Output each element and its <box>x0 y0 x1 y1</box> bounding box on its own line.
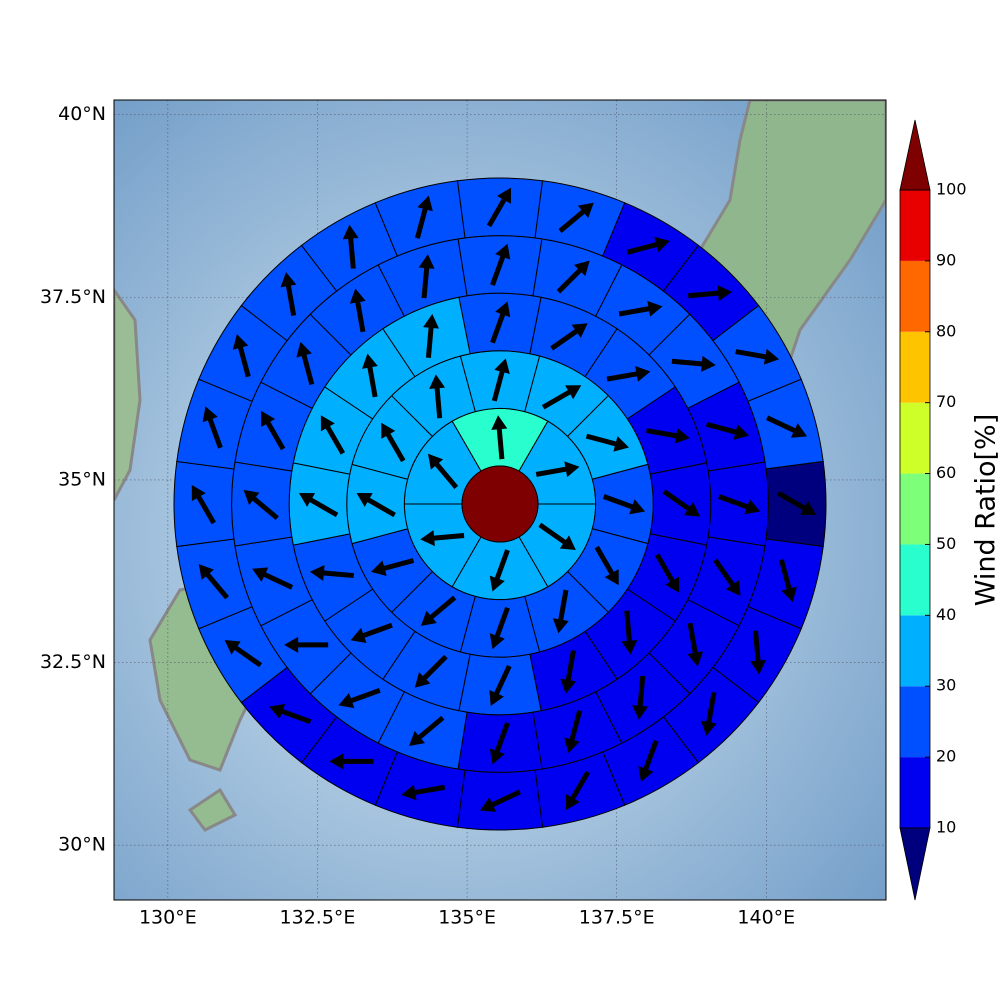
center-cell <box>462 466 538 542</box>
y-tick-label: 37.5°N <box>40 286 106 308</box>
colorbar-tick-label: 90 <box>936 250 956 269</box>
x-tick-label: 140°E <box>737 907 795 929</box>
x-tick-label: 132.5°E <box>280 907 356 929</box>
colorbar-tick-label: 60 <box>936 463 956 482</box>
colorbar-tick-label: 30 <box>936 676 956 695</box>
colorbar-bin <box>900 403 930 474</box>
y-tick-label: 30°N <box>58 834 106 856</box>
colorbar-tick-label: 20 <box>936 747 956 766</box>
colorbar-tick-label: 10 <box>936 818 956 837</box>
x-tick-label: 137.5°E <box>579 907 655 929</box>
colorbar-label: Wind Ratio[%] <box>971 414 1000 606</box>
colorbar-bin <box>900 686 930 757</box>
colorbar-bin <box>900 757 930 828</box>
colorbar-under <box>900 828 930 900</box>
y-tick-label: 32.5°N <box>40 651 106 673</box>
colorbar-tick-label: 100 <box>936 180 967 199</box>
colorbar-tick-label: 70 <box>936 392 956 411</box>
colorbar: 10 20 30 40 50 60 70 80 90 100 <box>900 120 967 900</box>
colorbar-bin <box>900 332 930 403</box>
colorbar-bin <box>900 190 930 261</box>
x-tick-label: 130°E <box>139 907 197 929</box>
colorbar-bin <box>900 261 930 332</box>
wind-rose <box>174 178 826 830</box>
colorbar-tick-label: 50 <box>936 534 956 553</box>
colorbar-bin <box>900 615 930 686</box>
colorbar-over <box>900 120 930 190</box>
x-tick-label: 135°E <box>438 907 496 929</box>
colorbar-bin <box>900 544 930 615</box>
colorbar-tick-label: 40 <box>936 605 956 624</box>
colorbar-bin <box>900 474 930 545</box>
y-tick-label: 35°N <box>58 468 106 490</box>
colorbar-tick-label: 80 <box>936 321 956 340</box>
y-tick-label: 40°N <box>58 103 106 125</box>
